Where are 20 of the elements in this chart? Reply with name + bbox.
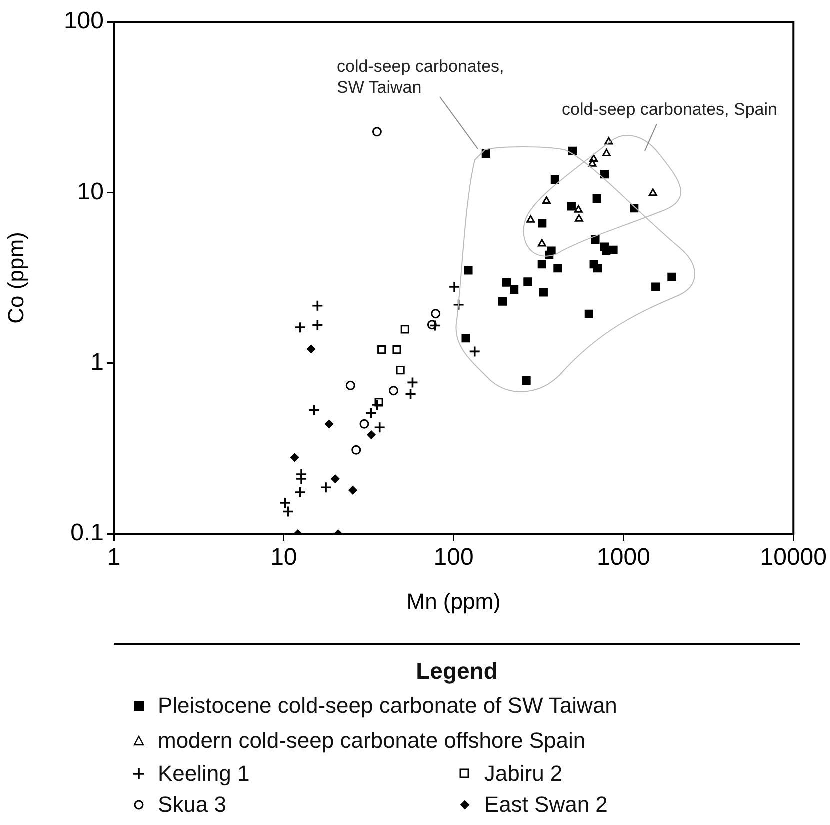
x-tick-label: 100 <box>434 544 474 572</box>
x-axis-title: Mn (ppm) <box>406 588 501 614</box>
legend-label: Pleistocene cold-seep carbonate of SW Taiwan <box>158 692 618 718</box>
x-tick-label: 1 <box>107 544 121 572</box>
annotation: cold-seep carbonates, Spain <box>562 99 778 120</box>
legend-label: East Swan 2 <box>484 792 608 818</box>
legend-label: modern cold-seep carbonate offshore Spain <box>158 728 586 754</box>
annotation: cold-seep carbonates, SW Taiwan <box>337 56 506 98</box>
y-tick-label: 10 <box>77 178 104 206</box>
legend-label: Skua 3 <box>158 792 226 818</box>
x-tick-label: 10000 <box>760 544 828 572</box>
y-axis-title: Co (ppm) <box>3 232 28 324</box>
y-tick-label: 1 <box>90 348 104 376</box>
x-tick-label: 1000 <box>597 544 650 572</box>
y-tick-label: 100 <box>64 8 104 35</box>
legend-title: Legend <box>415 657 499 686</box>
legend-label: Jabiru 2 <box>484 760 563 786</box>
y-tick-label: 0.1 <box>70 520 104 547</box>
legend-label: Keeling 1 <box>158 760 250 786</box>
x-tick-label: 10 <box>270 544 298 572</box>
